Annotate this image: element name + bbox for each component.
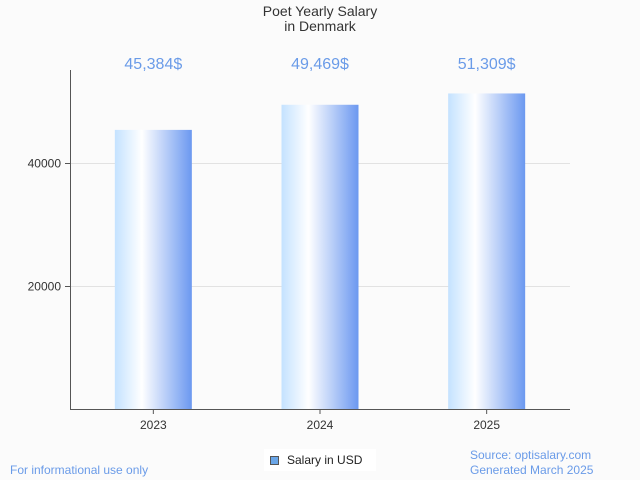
bar-2024 xyxy=(281,104,359,409)
bar-2023 xyxy=(114,129,192,409)
legend-label: Salary in USD xyxy=(287,453,363,467)
bar-2025 xyxy=(448,93,526,410)
value-label: 51,309$ xyxy=(458,56,516,73)
chart-title-line1: Poet Yearly Salary xyxy=(262,3,378,19)
source-link[interactable]: Source: optisalary.com xyxy=(470,448,592,462)
legend-swatch xyxy=(270,455,279,465)
x-tick-label: 2024 xyxy=(307,418,334,432)
y-tick-label: 40000 xyxy=(28,157,62,171)
chart-title-line2: in Denmark xyxy=(284,18,356,34)
value-label: 49,469$ xyxy=(291,56,349,73)
disclaimer: For informational use only xyxy=(10,463,149,477)
chart-title: Poet Yearly Salary in Denmark xyxy=(0,4,640,34)
y-tick-label: 20000 xyxy=(28,280,62,294)
legend: Salary in USD xyxy=(264,449,376,471)
value-label: 45,384$ xyxy=(124,56,182,73)
generated-date: Generated March 2025 xyxy=(470,463,594,477)
x-tick-label: 2023 xyxy=(140,418,167,432)
x-tick-label: 2025 xyxy=(473,418,500,432)
